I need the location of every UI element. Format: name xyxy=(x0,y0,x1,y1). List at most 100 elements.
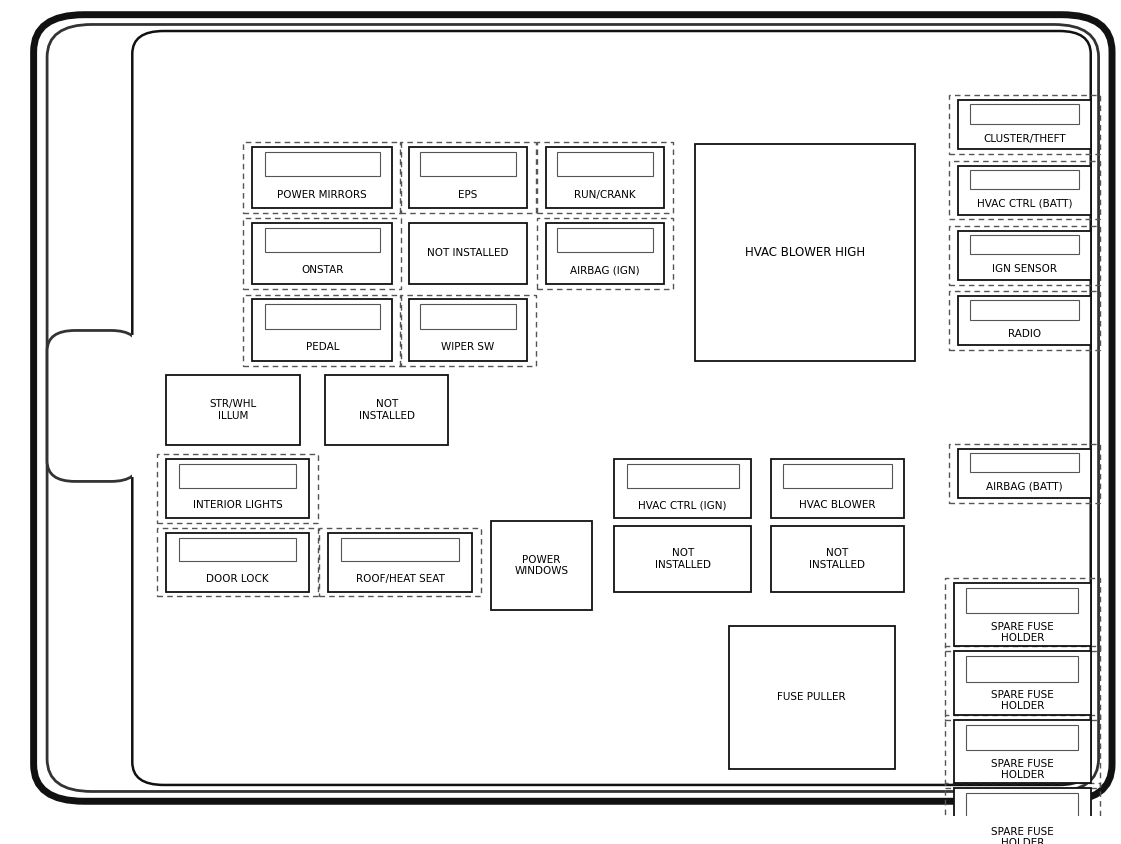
Bar xyxy=(971,452,1078,473)
Bar xyxy=(945,715,1100,788)
Bar xyxy=(252,223,392,284)
Bar xyxy=(265,305,380,329)
Text: INTERIOR LIGHTS: INTERIOR LIGHTS xyxy=(193,500,282,511)
Text: POWER MIRRORS: POWER MIRRORS xyxy=(277,190,368,199)
Bar xyxy=(243,295,401,365)
Bar xyxy=(954,788,1091,844)
Text: ONSTAR: ONSTAR xyxy=(302,266,343,275)
FancyBboxPatch shape xyxy=(47,24,1099,792)
Bar xyxy=(252,300,392,360)
Text: IGN SENSOR: IGN SENSOR xyxy=(992,264,1057,274)
Bar xyxy=(958,165,1091,214)
Bar xyxy=(945,783,1100,844)
Bar xyxy=(400,142,536,213)
Bar xyxy=(342,538,458,561)
Bar xyxy=(729,626,895,769)
Text: NOT INSTALLED: NOT INSTALLED xyxy=(427,248,509,258)
Bar xyxy=(949,444,1100,503)
Bar xyxy=(958,100,1091,149)
Bar xyxy=(958,296,1091,345)
Bar xyxy=(971,105,1078,124)
Bar xyxy=(971,170,1078,189)
Bar xyxy=(166,459,309,518)
Text: HVAC CTRL (IGN): HVAC CTRL (IGN) xyxy=(639,500,726,511)
Text: NOT
INSTALLED: NOT INSTALLED xyxy=(359,399,415,420)
Text: POWER
WINDOWS: POWER WINDOWS xyxy=(515,555,568,576)
Bar xyxy=(243,142,401,213)
Bar xyxy=(954,582,1091,647)
Bar xyxy=(546,147,664,208)
Bar xyxy=(966,793,1078,819)
Bar xyxy=(157,528,318,597)
Bar xyxy=(419,152,517,176)
Bar xyxy=(966,725,1078,750)
Bar xyxy=(958,231,1091,280)
Bar xyxy=(409,300,527,360)
Bar xyxy=(627,464,739,488)
Text: RADIO: RADIO xyxy=(1008,329,1041,339)
Bar xyxy=(945,577,1100,651)
Bar xyxy=(771,459,904,518)
Bar xyxy=(546,223,664,284)
Bar xyxy=(954,651,1091,715)
Bar xyxy=(319,528,481,597)
Text: NOT
INSTALLED: NOT INSTALLED xyxy=(809,549,865,570)
Text: HVAC BLOWER: HVAC BLOWER xyxy=(799,500,876,511)
Bar xyxy=(243,218,401,289)
Text: HVAC CTRL (BATT): HVAC CTRL (BATT) xyxy=(976,199,1073,208)
Bar xyxy=(949,291,1100,350)
Bar xyxy=(537,142,673,213)
Bar xyxy=(252,147,392,208)
FancyBboxPatch shape xyxy=(47,331,139,481)
Bar xyxy=(157,454,318,523)
Bar xyxy=(328,533,472,592)
FancyBboxPatch shape xyxy=(34,14,1112,801)
Bar xyxy=(966,657,1078,682)
Bar xyxy=(179,464,296,488)
Text: CLUSTER/THEFT: CLUSTER/THEFT xyxy=(983,133,1066,143)
Text: NOT
INSTALLED: NOT INSTALLED xyxy=(655,549,711,570)
Bar xyxy=(409,147,527,208)
Text: STR/WHL
ILLUM: STR/WHL ILLUM xyxy=(210,399,257,420)
Bar xyxy=(614,459,751,518)
Text: HVAC BLOWER HIGH: HVAC BLOWER HIGH xyxy=(744,246,865,259)
Bar xyxy=(954,720,1091,783)
Text: PEDAL: PEDAL xyxy=(306,342,339,352)
Text: ROOF/HEAT SEAT: ROOF/HEAT SEAT xyxy=(355,574,445,584)
Text: EPS: EPS xyxy=(458,190,478,199)
Bar xyxy=(132,334,143,478)
Text: AIRBAG (BATT): AIRBAG (BATT) xyxy=(986,482,1063,492)
Bar xyxy=(784,464,891,488)
Bar xyxy=(265,152,380,176)
Bar xyxy=(971,300,1078,320)
FancyBboxPatch shape xyxy=(132,31,1091,785)
Bar xyxy=(695,144,915,360)
Text: SPARE FUSE
HOLDER: SPARE FUSE HOLDER xyxy=(991,759,1054,780)
Bar xyxy=(945,647,1100,720)
Bar xyxy=(556,228,654,252)
Text: SPARE FUSE
HOLDER: SPARE FUSE HOLDER xyxy=(991,622,1054,643)
Bar xyxy=(400,295,536,365)
Bar xyxy=(614,527,751,592)
Bar xyxy=(325,376,448,445)
Text: SPARE FUSE
HOLDER: SPARE FUSE HOLDER xyxy=(991,827,1054,844)
Bar xyxy=(958,449,1091,498)
Bar xyxy=(971,235,1078,254)
Text: WIPER SW: WIPER SW xyxy=(442,342,494,352)
Bar xyxy=(537,218,673,289)
Text: RUN/CRANK: RUN/CRANK xyxy=(574,190,636,199)
Text: DOOR LOCK: DOOR LOCK xyxy=(206,574,269,584)
Bar xyxy=(419,305,517,329)
Bar xyxy=(771,527,904,592)
Bar xyxy=(166,533,309,592)
Bar xyxy=(179,538,296,561)
Bar xyxy=(409,223,527,284)
Bar xyxy=(491,522,592,609)
Bar xyxy=(166,376,300,445)
Text: AIRBAG (IGN): AIRBAG (IGN) xyxy=(569,266,640,275)
Bar xyxy=(949,95,1100,154)
Bar xyxy=(556,152,654,176)
Bar xyxy=(265,228,380,252)
Bar xyxy=(949,226,1100,284)
Text: SPARE FUSE
HOLDER: SPARE FUSE HOLDER xyxy=(991,690,1054,711)
